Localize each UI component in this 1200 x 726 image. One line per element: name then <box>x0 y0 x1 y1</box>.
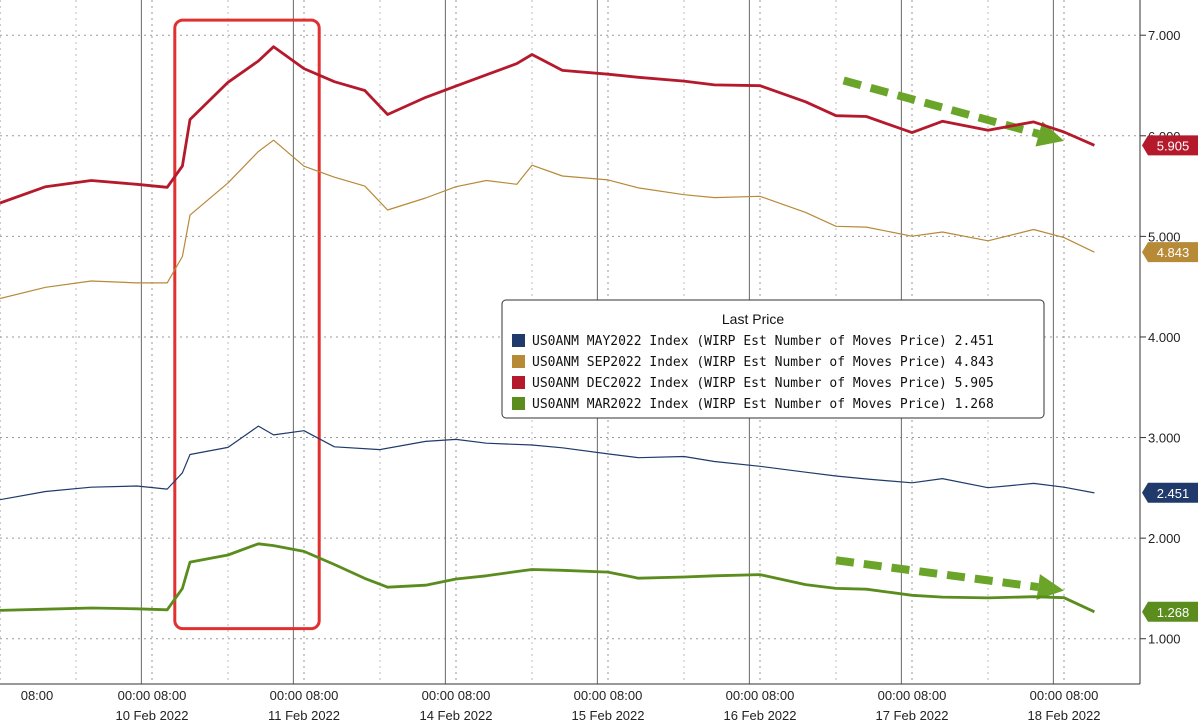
y-tick-label: 1.000 <box>1148 632 1181 647</box>
series-line-dec <box>0 45 1095 205</box>
legend-swatch <box>512 355 525 368</box>
legend-swatch <box>512 334 525 347</box>
trend-arrow-shaft <box>835 556 1039 592</box>
x-date-label: 10 Feb 2022 <box>115 708 188 723</box>
legend-layer: Last Price US0ANM MAY2022 Index (WIRP Est… <box>501 299 1045 419</box>
last-value-tag-mar <box>1142 601 1198 622</box>
annotation-layer <box>173 18 1064 631</box>
legend-swatch <box>512 397 525 410</box>
x-date-label: 16 Feb 2022 <box>723 708 796 723</box>
legend-entry: US0ANM SEP2022 Index (WIRP Est Number of… <box>532 355 994 370</box>
y-tick-label: 5.000 <box>1148 229 1181 244</box>
legend-box <box>501 299 1045 419</box>
series-line-may <box>0 425 1095 501</box>
series-layer <box>0 45 1095 614</box>
series-line-sep <box>0 139 1095 300</box>
x-date-label: 14 Feb 2022 <box>419 708 492 723</box>
legend-entry: US0ANM MAY2022 Index (WIRP Est Number of… <box>532 334 994 349</box>
trend-arrow-head <box>1035 121 1064 147</box>
trend-arrow-shaft <box>842 76 1040 138</box>
x-time-label: 00:00 08:00 <box>422 688 491 703</box>
y-tick-label: 2.000 <box>1148 531 1181 546</box>
x-date-label: 11 Feb 2022 <box>268 708 340 723</box>
legend-swatch <box>512 376 525 389</box>
legend-entry: US0ANM MAR2022 Index (WIRP Est Number of… <box>532 397 994 412</box>
x-time-label: 00:00 08:00 <box>726 688 795 703</box>
last-value-label-mar: 1.268 <box>1157 605 1190 620</box>
trend-arrow-head <box>1036 574 1064 600</box>
last-value-tag-dec <box>1142 135 1198 156</box>
x-date-label: 17 Feb 2022 <box>875 708 948 723</box>
x-time-label: 00:00 08:00 <box>1030 688 1099 703</box>
last-value-label-may: 2.451 <box>1157 486 1190 501</box>
legend-title: Last Price <box>722 311 784 327</box>
x-date-label: 18 Feb 2022 <box>1027 708 1100 723</box>
last-value-label-dec: 5.905 <box>1157 138 1190 153</box>
series-line-mar <box>0 542 1095 614</box>
x-time-label: 00:00 08:00 <box>270 688 339 703</box>
last-value-tag-may <box>1142 482 1198 503</box>
legend-entry: US0ANM DEC2022 Index (WIRP Est Number of… <box>532 376 994 391</box>
y-tick-label: 3.000 <box>1148 431 1181 446</box>
x-time-label: 00:00 08:00 <box>878 688 947 703</box>
x-time-label: 08:00 <box>21 688 54 703</box>
y-tick-label: 7.000 <box>1148 28 1181 43</box>
x-time-label: 00:00 08:00 <box>118 688 187 703</box>
last-value-label-sep: 4.843 <box>1157 245 1190 260</box>
x-time-label: 00:00 08:00 <box>574 688 643 703</box>
last-value-tag-sep <box>1142 242 1198 263</box>
y-tick-label: 4.000 <box>1148 330 1181 345</box>
x-date-label: 15 Feb 2022 <box>571 708 644 723</box>
highlight-box <box>173 18 321 631</box>
